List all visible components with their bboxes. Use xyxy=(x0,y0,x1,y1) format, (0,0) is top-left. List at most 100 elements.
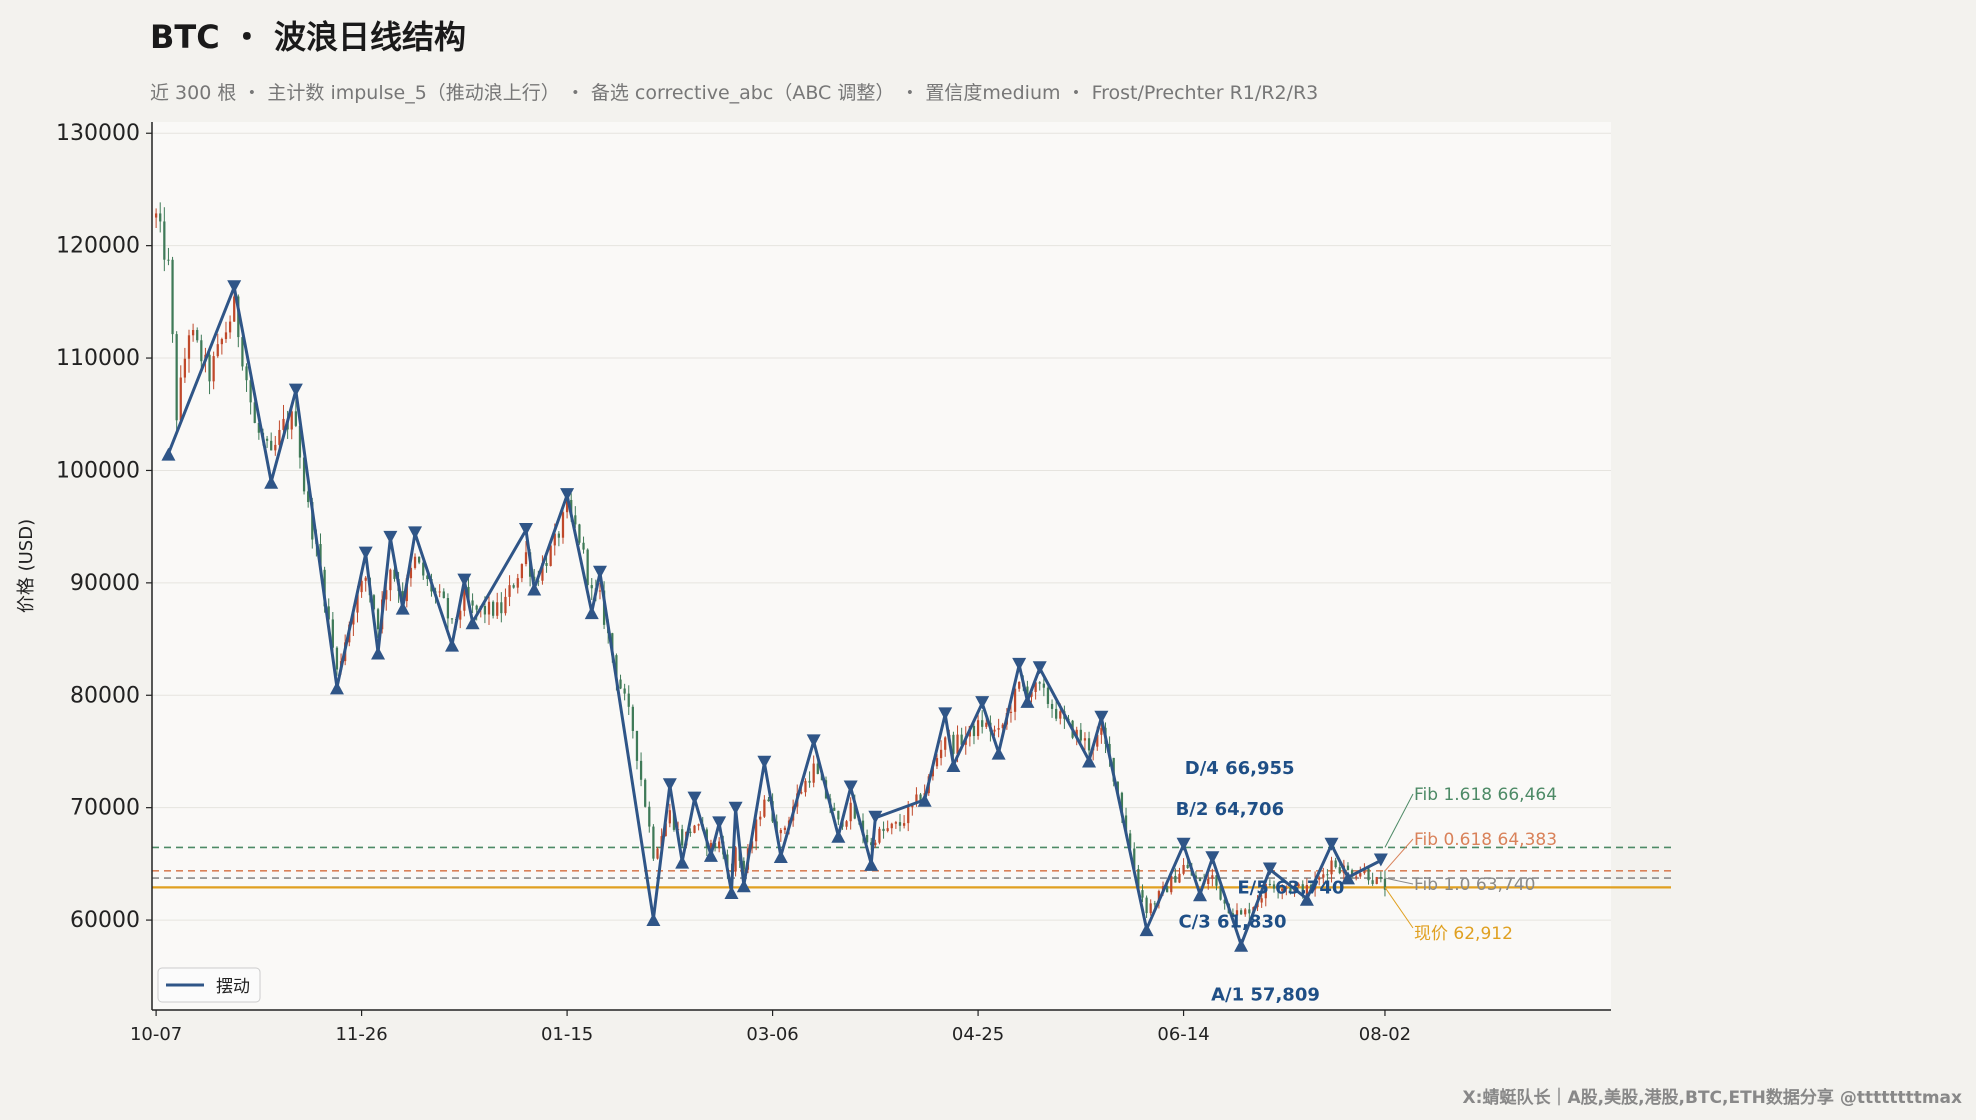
candle-body xyxy=(196,330,199,341)
candle-body xyxy=(574,515,577,525)
candle-body xyxy=(409,567,413,579)
candle-body xyxy=(1268,883,1272,885)
current-price-label: 现价 62,912 xyxy=(1414,924,1513,944)
legend-box xyxy=(157,967,261,1003)
candle-body xyxy=(1363,868,1366,874)
swing-low-marker xyxy=(991,746,1006,760)
candle-body xyxy=(1079,729,1082,741)
wave-label: E/5 63,740 xyxy=(1237,878,1344,899)
swing-low-marker xyxy=(329,681,344,695)
candle-body xyxy=(163,221,166,260)
swing-low-marker xyxy=(1020,694,1035,708)
candle-body xyxy=(307,491,310,503)
legend[interactable]: 摆动 xyxy=(157,967,261,1003)
wave-label: C/3 61,830 xyxy=(1178,912,1286,933)
candle-body xyxy=(290,411,293,430)
candle-body xyxy=(915,794,918,805)
fib-leader xyxy=(1384,877,1414,885)
candle-body xyxy=(442,591,445,599)
candle-body xyxy=(557,533,561,538)
candle-body xyxy=(1338,867,1341,874)
wave-label: D/4 66,955 xyxy=(1185,758,1295,779)
candle-body xyxy=(639,760,643,780)
swing-high-marker xyxy=(712,816,727,830)
swing-high-marker xyxy=(457,573,472,587)
candle-body xyxy=(1141,890,1144,898)
swing-high-marker xyxy=(1012,657,1027,671)
candle-body xyxy=(487,601,491,615)
candle-body xyxy=(598,590,602,592)
candle-body xyxy=(331,619,334,648)
candle-body xyxy=(253,402,256,423)
candle-body xyxy=(1301,884,1304,897)
chart-subtitle: 近 300 根 ・ 主计数 impulse_5（推动浪上行） ・ 备选 corr… xyxy=(150,82,1319,104)
candle-body xyxy=(713,842,717,849)
candle-body xyxy=(1281,888,1284,891)
candle-body xyxy=(870,842,873,846)
fib-label: Fib 1.618 66,464 xyxy=(1414,785,1557,805)
swing-low-marker xyxy=(1139,923,1154,937)
candle-body xyxy=(800,792,803,794)
candle-body xyxy=(865,835,869,843)
y-tick-label: 120000 xyxy=(56,234,140,259)
candle-body xyxy=(524,552,528,565)
candle-body xyxy=(187,335,191,359)
candle-body xyxy=(742,860,745,870)
candle-body xyxy=(1235,910,1239,916)
candle-body xyxy=(1050,703,1054,709)
x-ticks: 10-07 11-26 01-15 03-06 04-25 06-14 08-02 xyxy=(130,1010,1411,1045)
candle-body xyxy=(960,734,963,745)
candle-body xyxy=(167,259,170,261)
candle-body xyxy=(327,606,330,620)
candle-body xyxy=(541,563,544,581)
candle-body xyxy=(413,556,417,568)
candle-body xyxy=(516,578,519,588)
candle-body xyxy=(668,810,671,824)
chart-title: BTC ・ 波浪日线结构 xyxy=(150,18,466,56)
candle-body xyxy=(376,609,380,630)
candle-body xyxy=(154,213,158,218)
candle-body xyxy=(1239,910,1243,915)
swing-high-marker xyxy=(1324,837,1339,851)
swing-high-marker xyxy=(358,546,373,560)
candle-body xyxy=(1030,692,1033,697)
candle-body xyxy=(816,763,819,774)
candle-body xyxy=(1083,738,1087,741)
candle-body xyxy=(767,799,770,802)
candle-body xyxy=(652,826,655,859)
candle-body xyxy=(578,524,581,543)
candle-body xyxy=(1001,724,1004,729)
candle-body xyxy=(1330,860,1333,875)
swing-low-marker xyxy=(917,793,932,807)
candle-body xyxy=(808,780,811,783)
candle-body xyxy=(298,425,302,458)
candle-body xyxy=(1313,879,1317,890)
candle-body xyxy=(1186,864,1189,868)
candle-body xyxy=(459,610,462,620)
swing-low-marker xyxy=(527,582,542,596)
candle-body xyxy=(500,602,503,614)
candle-body xyxy=(619,679,622,689)
candle-body xyxy=(179,377,182,421)
grid-lines xyxy=(152,132,1611,921)
candle-body xyxy=(882,828,885,832)
swing-high-marker xyxy=(843,780,858,794)
axes xyxy=(151,122,1611,1011)
candle-body xyxy=(734,847,737,872)
candle-body xyxy=(553,533,556,546)
x-tick-label: 11-26 xyxy=(335,1024,387,1045)
candle-body xyxy=(890,823,893,829)
y-tick-label: 100000 xyxy=(56,458,140,483)
candle-body xyxy=(545,563,548,566)
candle-body xyxy=(1305,884,1309,897)
swing-low-marker xyxy=(724,885,739,899)
candle-body xyxy=(919,794,922,802)
candle-body xyxy=(282,418,285,430)
candle-body xyxy=(200,340,203,362)
candle-body xyxy=(586,549,589,586)
candle-body xyxy=(874,842,877,846)
candle-body xyxy=(257,422,260,433)
candle-body xyxy=(360,580,363,593)
candle-body xyxy=(1170,875,1173,893)
